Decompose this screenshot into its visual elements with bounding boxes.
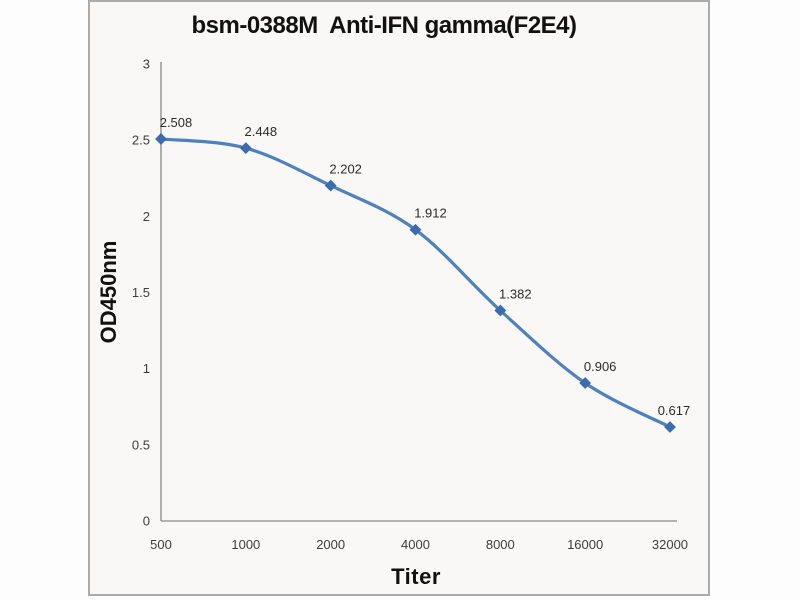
x-tick-label: 2000	[316, 537, 345, 552]
y-tick-label: 1	[143, 361, 150, 376]
plot-frame	[88, 0, 710, 596]
y-tick-label: 2	[143, 209, 150, 224]
x-tick-label: 32000	[652, 537, 688, 552]
data-point-marker	[494, 304, 507, 317]
data-point-marker	[409, 223, 422, 236]
data-point-marker	[324, 179, 337, 192]
y-tick-label: 3	[143, 57, 150, 72]
x-tick-label: 16000	[567, 537, 603, 552]
data-point-label: 2.448	[245, 124, 278, 139]
data-point-label: 2.202	[329, 162, 362, 177]
data-point-marker	[155, 133, 167, 145]
data-point-marker	[239, 142, 252, 155]
data-point-label: 1.382	[499, 286, 532, 301]
x-tick-label: 8000	[486, 537, 515, 552]
data-point-label: 0.906	[584, 359, 617, 374]
chart-title: bsm-0388M Anti-IFN gamma(F2E4)	[191, 12, 577, 39]
x-axis-title: Titer	[391, 564, 441, 589]
data-point-marker	[664, 421, 676, 433]
y-tick-label: 2.5	[132, 133, 150, 148]
x-tick-label: 1000	[231, 537, 260, 552]
y-tick-label: 1.5	[132, 285, 150, 300]
data-point-label: 0.617	[658, 403, 691, 418]
x-tick-label: 500	[150, 537, 172, 552]
x-tick-label: 4000	[401, 537, 430, 552]
series-line	[159, 137, 672, 429]
y-tick-label: 0	[143, 514, 150, 529]
y-tick-label: 0.5	[132, 437, 150, 452]
data-point-label: 1.912	[414, 206, 447, 221]
data-point-marker	[579, 377, 592, 389]
data-point-label: 2.508	[160, 115, 193, 130]
